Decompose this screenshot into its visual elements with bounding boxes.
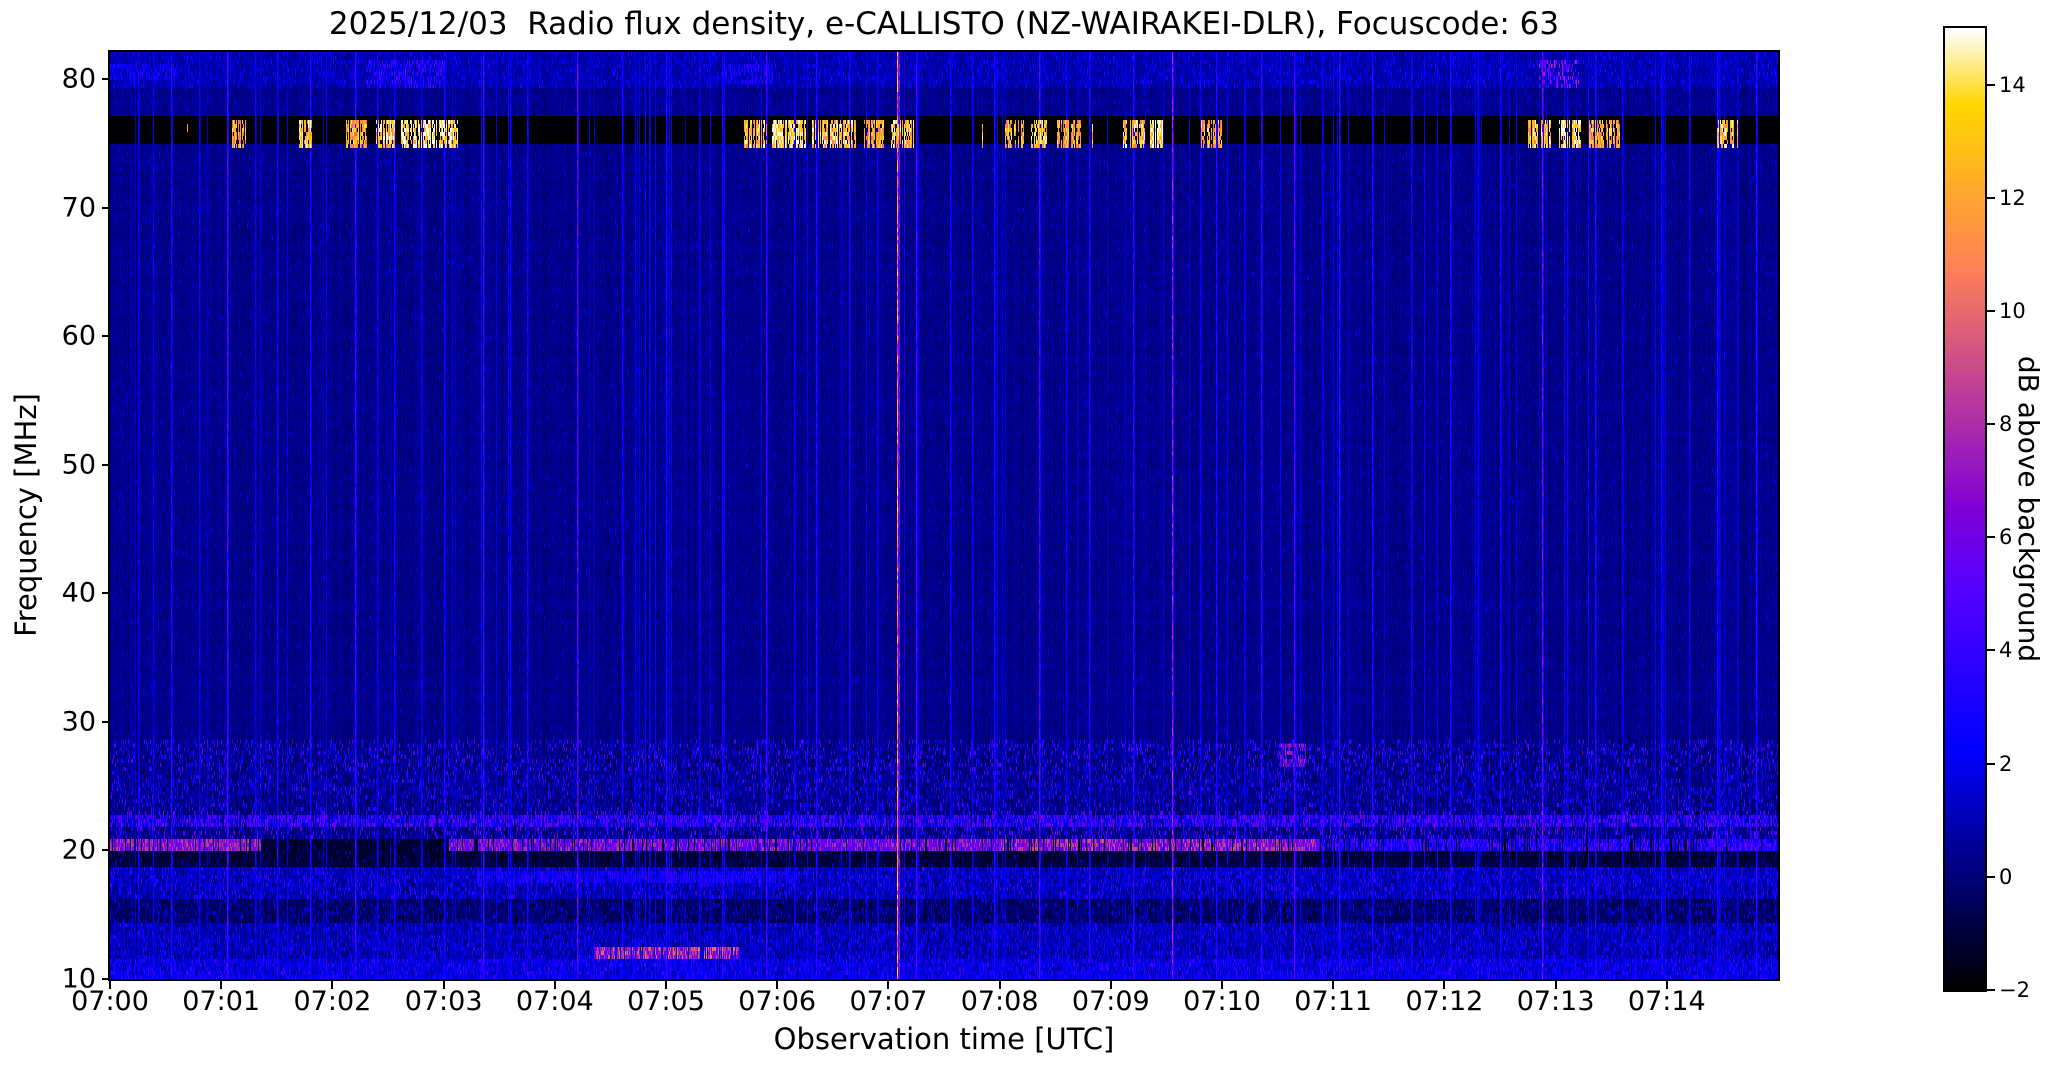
y-tick-mark: [102, 849, 110, 852]
colorbar-label: dB above background: [2012, 355, 2045, 663]
y-tick-mark: [102, 78, 110, 81]
x-tick-mark: [665, 981, 667, 989]
colorbar-tick-mark: [1987, 649, 1995, 652]
colorbar-tick-label: 8: [1999, 412, 2013, 437]
colorbar-tick-mark: [1987, 762, 1995, 765]
y-tick-label: 60: [61, 320, 96, 352]
x-tick-mark: [1332, 981, 1335, 989]
x-tick-mark: [776, 981, 779, 989]
colorbar: [1943, 26, 1987, 992]
x-tick-mark: [553, 981, 556, 989]
x-tick-mark: [109, 981, 111, 989]
colorbar-tick-label: 4: [1999, 638, 2013, 663]
x-tick-mark: [1109, 981, 1112, 989]
colorbar-tick-mark: [1987, 875, 1995, 878]
plot-area: [108, 50, 1780, 981]
spectrogram-heatmap-canvas: [110, 52, 1778, 979]
x-tick-label: 07:02: [293, 986, 372, 1017]
x-tick-label: 07:13: [1516, 986, 1595, 1017]
x-tick-mark: [1554, 981, 1557, 989]
x-tick-mark: [1221, 981, 1223, 989]
colorbar-tick-label: 14: [1999, 72, 2026, 97]
colorbar-tick-mark: [1987, 423, 1995, 426]
y-tick-label: 20: [61, 834, 96, 866]
colorbar-tick-label: 12: [1999, 185, 2026, 210]
x-tick-mark: [220, 981, 223, 989]
y-tick-label: 70: [61, 192, 96, 224]
colorbar-tick-label: 6: [1999, 525, 2013, 550]
y-tick-mark: [102, 592, 110, 595]
y-tick-mark: [102, 206, 110, 209]
y-tick-mark: [102, 463, 110, 466]
x-tick-label: 07:06: [738, 986, 817, 1017]
y-tick-mark: [102, 720, 110, 723]
x-tick-label: 07:05: [627, 986, 705, 1017]
x-tick-mark: [442, 981, 445, 989]
x-tick-mark: [998, 981, 1001, 989]
colorbar-tick-mark: [1987, 309, 1995, 312]
x-tick-label: 07:07: [849, 986, 928, 1017]
x-tick-label: 07:01: [182, 986, 261, 1017]
chart-title: 2025/12/03 Radio flux density, e-CALLIST…: [328, 6, 1560, 42]
y-tick-label: 30: [61, 706, 96, 738]
x-axis-label: Observation time [UTC]: [773, 1022, 1115, 1056]
colorbar-tick-label: −2: [1999, 978, 2030, 1002]
colorbar-tick-mark: [1987, 83, 1995, 86]
colorbar-tick-label: 0: [1999, 864, 2013, 889]
y-tick-label: 10: [61, 963, 96, 995]
colorbar-tick-mark: [1987, 196, 1995, 199]
x-tick-mark: [1443, 981, 1446, 989]
colorbar-tick-mark: [1987, 536, 1995, 539]
x-tick-label: 07:00: [71, 986, 149, 1017]
y-tick-label: 40: [61, 577, 96, 609]
y-tick-label: 80: [61, 63, 96, 95]
x-tick-mark: [1665, 981, 1668, 989]
y-tick-mark: [102, 335, 110, 338]
x-tick-label: 07:11: [1294, 986, 1373, 1017]
x-tick-mark: [887, 981, 890, 989]
colorbar-tick-label: 10: [1999, 298, 2026, 323]
x-tick-label: 07:09: [1071, 986, 1150, 1017]
colorbar-tick-label: 2: [1999, 751, 2013, 776]
x-tick-label: 07:12: [1405, 986, 1484, 1017]
colorbar-tick-mark: [1987, 989, 1995, 991]
x-tick-label: 07:08: [960, 986, 1039, 1017]
colorbar-gradient-canvas: [1945, 28, 1985, 990]
x-tick-label: 07:10: [1183, 986, 1261, 1017]
x-tick-mark: [331, 981, 334, 989]
x-tick-label: 07:14: [1627, 986, 1706, 1017]
x-tick-label: 07:04: [515, 986, 594, 1017]
y-tick-mark: [102, 978, 110, 980]
y-tick-label: 50: [61, 449, 96, 481]
x-tick-label: 07:03: [404, 986, 483, 1017]
